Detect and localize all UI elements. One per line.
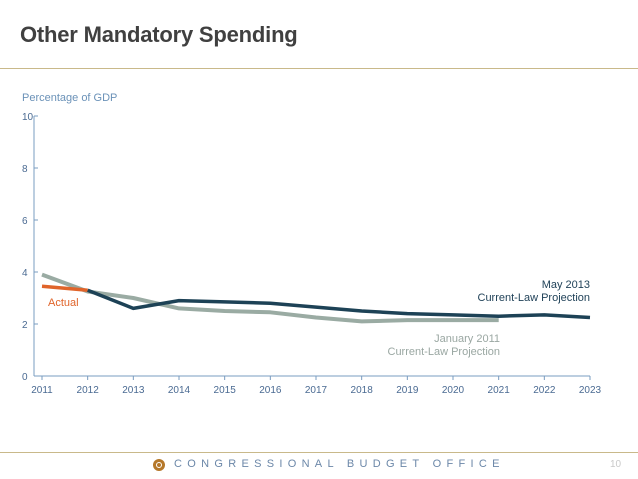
x-tick-label: 2013 [122, 385, 145, 396]
x-tick-label: 2016 [259, 385, 282, 396]
label-january-2011: Current-Law Projection [388, 346, 501, 358]
chart-axes: 0 2 4 6 8 10 2011 2012 2013 2014 2015 2016 2017 2018 2… [22, 112, 602, 396]
x-tick-label: 2018 [351, 385, 374, 396]
y-tick-label: 2 [22, 320, 28, 331]
x-tick-label: 2017 [305, 385, 328, 396]
label-january-2011: January 2011 [434, 333, 500, 345]
x-tick-label: 2023 [579, 385, 602, 396]
series-line-actual [41, 284, 88, 292]
slide-title: Other Mandatory Spending [20, 22, 298, 47]
x-tick-label: 2011 [31, 385, 53, 396]
x-tick-label: 2015 [214, 385, 237, 396]
footer-organization: CONGRESSIONAL BUDGET OFFICE [174, 458, 505, 470]
x-tick-label: 2012 [77, 385, 100, 396]
label-actual: Actual [48, 297, 79, 309]
x-tick-label: 2019 [396, 385, 419, 396]
x-tick-label: 2020 [442, 385, 465, 396]
x-tick-label: 2014 [168, 385, 191, 396]
cbo-logo-icon [153, 459, 165, 471]
title-divider [0, 68, 638, 69]
y-tick-label: 10 [22, 112, 34, 123]
series-line-may-2013 [87, 288, 591, 320]
y-tick-label: 8 [22, 164, 28, 175]
page-number: 10 [610, 459, 622, 470]
series-line-january-2011 [41, 272, 499, 324]
label-may-2013: May 2013 [542, 279, 590, 291]
x-tick-label: 2022 [533, 385, 556, 396]
line-chart: Percentage of GDP 0 2 4 6 8 10 2011 2012 2013 201… [22, 92, 602, 396]
y-tick-label: 6 [22, 216, 28, 227]
label-may-2013: Current-Law Projection [478, 292, 591, 304]
series-layer [41, 272, 591, 324]
y-tick-label: 0 [22, 372, 28, 383]
x-tick-label: 2021 [488, 385, 511, 396]
footer-divider [0, 452, 638, 453]
y-tick-label: 4 [22, 268, 28, 279]
y-axis-label: Percentage of GDP [22, 92, 117, 104]
footer: CONGRESSIONAL BUDGET OFFICE 10 [0, 458, 638, 476]
